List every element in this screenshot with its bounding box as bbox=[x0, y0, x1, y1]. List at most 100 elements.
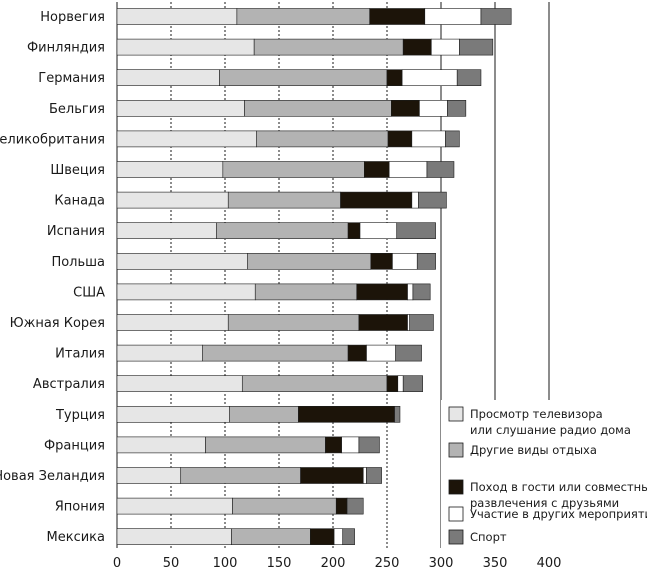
bar-segment-series-0 bbox=[116, 467, 182, 484]
bar-segment-series-3 bbox=[392, 253, 418, 270]
bar-segment-series-1 bbox=[219, 69, 388, 86]
bar-row bbox=[116, 191, 447, 209]
bar-row bbox=[116, 314, 434, 331]
bar-segment-series-3 bbox=[388, 161, 428, 178]
bar-segment-series-4 bbox=[396, 222, 436, 239]
bar-segment-series-4 bbox=[366, 467, 382, 484]
category-label: Финляндия bbox=[27, 41, 105, 56]
bar-segment-series-3 bbox=[397, 375, 404, 393]
category-label: Турция bbox=[55, 408, 105, 423]
category-label: Германия bbox=[38, 71, 105, 86]
bar-segment-series-2 bbox=[364, 161, 390, 178]
bar-segment-series-0 bbox=[116, 375, 243, 393]
bar-segment-series-4 bbox=[402, 375, 423, 393]
bar-row bbox=[116, 283, 431, 301]
bar-segment-series-3 bbox=[424, 8, 482, 25]
bar-row bbox=[116, 161, 455, 178]
bar-row bbox=[116, 38, 494, 56]
bar-segment-series-1 bbox=[229, 405, 299, 423]
bar-segment-series-3 bbox=[333, 528, 344, 546]
bar-segment-series-0 bbox=[116, 405, 230, 423]
legend-swatch bbox=[448, 479, 464, 495]
bar-segment-series-4 bbox=[409, 314, 434, 331]
bar-row bbox=[116, 344, 422, 362]
category-label: США bbox=[73, 285, 105, 300]
category-labels: Норвегия Финляндия Германия Бельгия Великобр… bbox=[0, 10, 105, 545]
bar-segment-series-4 bbox=[459, 38, 494, 56]
bar-segment-series-2 bbox=[310, 528, 335, 546]
category-label: Мексика bbox=[47, 530, 105, 545]
bar-segment-series-4 bbox=[342, 528, 355, 546]
bar-segment-series-2 bbox=[370, 253, 393, 270]
x-tick-label: 250 bbox=[375, 556, 400, 570]
bar-segment-series-2 bbox=[358, 314, 408, 331]
legend-item: Просмотр телевизора или слушание радио до… bbox=[448, 406, 631, 437]
bar-row bbox=[116, 222, 436, 239]
bar-segment-series-0 bbox=[116, 161, 224, 178]
x-axis: 0 50 100 150 200 250 300 350 400 bbox=[113, 556, 562, 570]
legend-label: Другие виды отдыха bbox=[470, 443, 597, 457]
bar-segment-series-3 bbox=[407, 314, 410, 331]
bar-row bbox=[116, 69, 482, 86]
bar-segment-series-3 bbox=[411, 191, 419, 209]
bar-segment-series-4 bbox=[412, 283, 431, 301]
legend-label: Поход в гости или совместные развлечения … bbox=[470, 480, 647, 510]
legend-swatch bbox=[448, 529, 464, 545]
bar-segment-series-4 bbox=[394, 405, 401, 423]
x-tick-label: 150 bbox=[267, 556, 292, 570]
bar-segment-series-0 bbox=[116, 38, 255, 56]
bar-segment-series-1 bbox=[227, 191, 341, 209]
legend-item: Другие виды отдыха bbox=[448, 442, 597, 458]
category-label: Швеция bbox=[50, 163, 105, 178]
bar-segment-series-4 bbox=[418, 191, 447, 209]
bar-segment-series-2 bbox=[369, 8, 426, 25]
category-label: Канада bbox=[54, 194, 105, 209]
bar-segment-series-1 bbox=[253, 38, 404, 56]
bar-segment-series-1 bbox=[227, 314, 360, 331]
bar-segment-series-0 bbox=[116, 283, 256, 301]
legend-label: Участие в других мероприятиях bbox=[470, 507, 647, 521]
bar-segment-series-1 bbox=[247, 253, 372, 270]
bar-segment-series-1 bbox=[256, 130, 389, 148]
bar-row bbox=[116, 253, 436, 270]
category-label: Франция bbox=[44, 438, 105, 453]
bars bbox=[116, 8, 512, 546]
legend-background bbox=[441, 400, 647, 552]
bar-segment-series-4 bbox=[447, 100, 467, 117]
bar-row bbox=[116, 405, 401, 423]
bar-segment-series-1 bbox=[222, 161, 365, 178]
legend-label: Просмотр телевизора или слушание радио до… bbox=[470, 407, 631, 437]
bar-row bbox=[116, 130, 460, 148]
bar-segment-series-0 bbox=[116, 436, 206, 454]
category-label: Южная Корея bbox=[10, 316, 105, 331]
bar-segment-series-3 bbox=[359, 222, 398, 239]
bar-segment-series-1 bbox=[205, 436, 326, 454]
category-label: Испания bbox=[47, 224, 105, 239]
bar-segment-series-4 bbox=[426, 161, 455, 178]
category-label: Япония bbox=[55, 500, 105, 515]
bar-segment-series-3 bbox=[362, 467, 367, 484]
bar-segment-series-1 bbox=[202, 344, 349, 362]
legend-label: Спорт bbox=[470, 530, 507, 544]
bar-segment-series-3 bbox=[411, 130, 446, 148]
bar-segment-series-3 bbox=[401, 69, 458, 86]
legend-item: Поход в гости или совместные развлечения … bbox=[448, 479, 647, 510]
x-tick-label: 50 bbox=[163, 556, 180, 570]
bar-segment-series-3 bbox=[419, 100, 448, 117]
bar-segment-series-2 bbox=[298, 405, 395, 423]
bar-segment-series-2 bbox=[356, 283, 408, 301]
x-tick-label: 200 bbox=[321, 556, 346, 570]
bar-segment-series-4 bbox=[445, 130, 460, 148]
bar-segment-series-2 bbox=[325, 436, 342, 454]
legend-item: Спорт bbox=[448, 529, 507, 545]
legend-swatch bbox=[448, 442, 464, 458]
bar-segment-series-1 bbox=[232, 497, 337, 515]
legend-swatch bbox=[448, 406, 464, 422]
bar-segment-series-0 bbox=[116, 69, 220, 86]
bar-segment-series-0 bbox=[116, 191, 229, 209]
bar-segment-series-2 bbox=[387, 130, 413, 148]
bar-segment-series-4 bbox=[416, 253, 436, 270]
x-tick-label: 400 bbox=[537, 556, 562, 570]
bar-segment-series-2 bbox=[347, 344, 367, 362]
